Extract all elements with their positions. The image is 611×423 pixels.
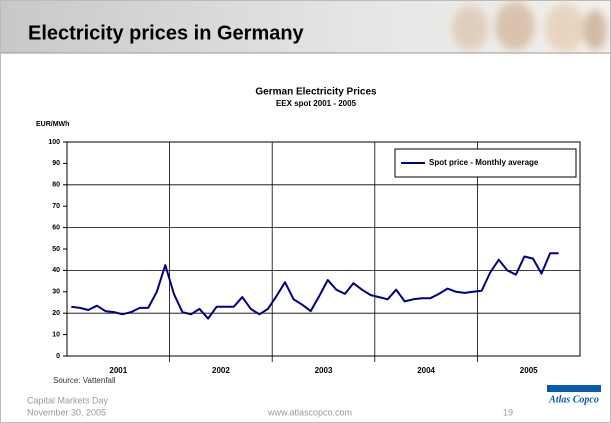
logo-bar — [547, 385, 601, 392]
y-tick-label: 50 — [52, 246, 60, 253]
legend-box — [394, 148, 577, 178]
footer-date: November 30, 2005 — [27, 407, 106, 417]
footer-event: Capital Markets Day — [27, 395, 109, 405]
x-tick-label: 2004 — [417, 366, 435, 375]
y-tick-label: 70 — [52, 203, 60, 210]
x-tick-label: 2002 — [212, 366, 230, 375]
plot-area — [66, 141, 581, 357]
x-tick-label: 2003 — [315, 366, 333, 375]
price-line — [71, 252, 559, 320]
page-number: 19 — [503, 407, 513, 417]
legend-label: Spot price - Monthly average — [429, 158, 539, 167]
logo: Atlas Copco — [548, 394, 599, 405]
y-tick-label: 60 — [52, 224, 60, 231]
chart-title: German Electricity Prices — [255, 87, 377, 98]
x-tick-label: 2005 — [520, 366, 538, 375]
chart-subtitle: EEX spot 2001 - 2005 — [276, 99, 357, 108]
header-photo — [452, 2, 607, 52]
slide-title: Electricity prices in Germany — [28, 22, 305, 44]
y-tick-label: 20 — [52, 310, 60, 317]
x-tick-label: 2001 — [109, 366, 127, 375]
y-tick-label: 0 — [56, 353, 60, 360]
y-tick-label: 100 — [48, 139, 60, 146]
source: Source: Vattenfall — [53, 376, 116, 385]
y-tick-label: 10 — [52, 331, 60, 338]
y-tick-label: 90 — [52, 160, 60, 167]
y-axis-label: EUR/MWh — [36, 121, 69, 128]
y-tick-label: 40 — [52, 267, 60, 274]
y-tick-label: 80 — [52, 182, 60, 189]
footer-website: www.atlascopco.com — [267, 407, 352, 417]
y-tick-label: 30 — [52, 289, 60, 296]
